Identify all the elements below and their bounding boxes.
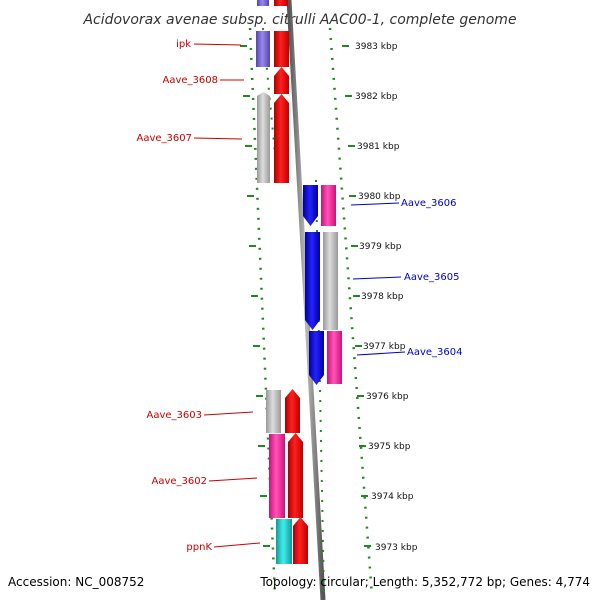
kbp-label-3973: 3973 kbp [375,543,418,553]
gene-labels-left: ipk Aave_3608 Aave_3607 Aave_3603 Aave_3… [137,39,261,553]
label-aave-3603[interactable]: Aave_3603 [147,410,203,421]
gene-ipk-inner[interactable] [274,31,289,67]
leader-ppnk [213,542,261,548]
leader-aave-3606 [350,202,400,206]
accession-text: Accession: NC_008752 [8,575,144,589]
gene-labels-right: Aave_3606 Aave_3605 Aave_3604 [350,198,463,358]
leader-aave-3602 [208,477,258,482]
gene-ppnk-outer[interactable] [276,519,292,564]
left-ticks [240,45,270,547]
gene-ipk-outer[interactable] [256,31,270,67]
gene-aave-3606-outer[interactable] [321,185,336,226]
label-aave-3602[interactable]: Aave_3602 [152,476,208,487]
feature-top-red[interactable] [274,0,288,6]
gene-aave-3607-inner[interactable] [274,94,289,183]
scale: 3983 kbp 3982 kbp 3981 kbp 3980 kbp 3979… [342,42,418,553]
gene-aave-3603-outer[interactable] [266,390,281,433]
label-aave-3608[interactable]: Aave_3608 [163,75,219,86]
gene-aave-3607-outer[interactable] [257,92,270,183]
left-inner-guide-bottom [265,175,277,596]
gene-aave-3603-inner[interactable] [285,389,300,433]
leader-aave-3603 [203,411,254,416]
genome-info-text: Topology: circular; Length: 5,352,772 bp… [259,575,590,589]
feature-top-violet[interactable] [257,0,269,6]
gene-aave-3605-inner[interactable] [305,232,320,330]
gene-aave-3604-inner[interactable] [309,331,324,385]
page-title: Acidovorax avenae subsp. citrulli AAC00-… [82,12,516,28]
kbp-label-3983: 3983 kbp [355,42,398,52]
gene-aave-3604-outer[interactable] [327,331,342,384]
leader-aave-3605 [352,276,402,280]
gene-aave-3606-inner[interactable] [303,185,318,226]
label-aave-3607[interactable]: Aave_3607 [137,133,193,144]
leader-aave-3604 [356,351,406,356]
kbp-label-3974: 3974 kbp [371,492,414,502]
leader-aave-3607 [193,137,243,140]
label-ipk[interactable]: ipk [176,39,191,50]
kbp-label-3980: 3980 kbp [358,192,401,202]
kbp-label-3982: 3982 kbp [355,92,398,102]
label-aave-3604[interactable]: Aave_3604 [407,347,463,358]
gene-aave-3605-outer[interactable] [323,232,338,330]
kbp-label-3979: 3979 kbp [359,242,402,252]
gene-ppnk-inner[interactable] [293,517,308,564]
label-aave-3606[interactable]: Aave_3606 [401,198,457,209]
kbp-label-3976: 3976 kbp [366,392,409,402]
gene-aave-3602-inner[interactable] [288,433,303,518]
label-aave-3605[interactable]: Aave_3605 [404,272,460,283]
label-ppnk[interactable]: ppnK [186,542,212,553]
kbp-label-3975: 3975 kbp [368,442,411,452]
gene-aave-3602-outer[interactable] [269,434,285,518]
kbp-label-3978: 3978 kbp [361,292,404,302]
gene-aave-3608[interactable] [274,67,289,94]
kbp-label-3981: 3981 kbp [357,142,400,152]
leader-ipk [193,43,242,46]
kbp-label-3977: 3977 kbp [363,342,406,352]
